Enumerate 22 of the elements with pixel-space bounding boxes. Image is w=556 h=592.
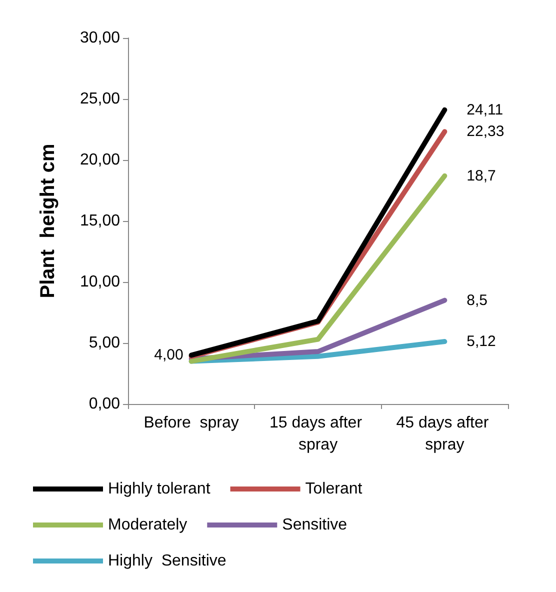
y-tick-label: 10,00	[80, 274, 120, 290]
data-label: 4,00	[154, 346, 184, 364]
y-axis-title: Plant height cm	[37, 144, 59, 298]
y-tick-label: 25,00	[80, 90, 120, 108]
data-label: 8,5	[466, 292, 488, 309]
y-tick-label: 5,00	[88, 334, 120, 352]
y-tick-label: 0,00	[88, 396, 120, 412]
legend-label: Moderately	[108, 516, 188, 534]
data-label: 5,12	[466, 333, 496, 350]
legend-label: Sensitive	[282, 516, 348, 534]
x-tick-label: 45 days after spray	[396, 414, 494, 454]
y-tick-label: 30,00	[80, 30, 120, 46]
data-label: 24,11	[466, 101, 504, 118]
x-tick-label: Before spray	[144, 414, 239, 432]
legend-label: Tolerant	[305, 480, 363, 498]
data-label: 18,7	[466, 167, 496, 184]
legend-label: Highly tolerant	[108, 480, 211, 498]
legend-label: Highly Sensitive	[108, 552, 226, 570]
y-tick-label: 15,00	[80, 212, 120, 230]
y-tick-label: 20,00	[80, 152, 120, 168]
x-tick-label: 15 days after spray	[270, 414, 366, 454]
data-label: 22,33	[466, 123, 504, 140]
